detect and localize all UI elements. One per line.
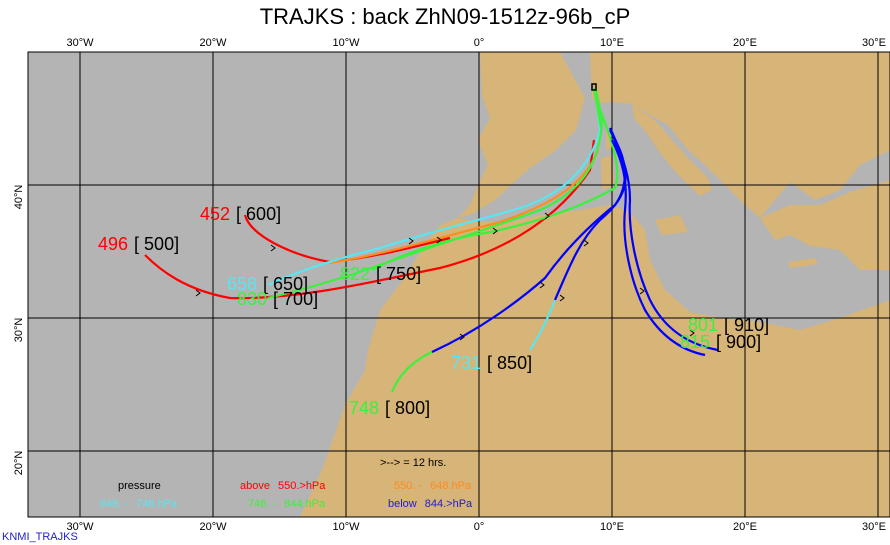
lon-labels-top: 30°W 20°W 10°W 0° 10°E 20°E 30°E: [66, 37, 886, 49]
lon-labels-bottom: 30°W 20°W 10°W 0° 10°E 20°E 30°E: [66, 521, 886, 533]
map-frame: [27, 51, 890, 518]
trajectory-label-700: 830 [ 700]: [237, 289, 318, 309]
legend-item-range: below: [388, 498, 417, 510]
trajectory-label-850: 731 [ 850]: [451, 353, 532, 373]
lon-label: 30°E: [862, 37, 886, 49]
trajectory-850-cyan: [529, 299, 557, 351]
arrival-level: [ 650]: [263, 274, 308, 294]
credit-label: KNMI_TRAJKS: [2, 531, 78, 543]
legend-item-unit: 648.hPa: [430, 480, 472, 492]
lon-label: 0°: [474, 521, 485, 533]
legend-item-range: 746. -: [248, 498, 276, 510]
lon-label: 20°E: [733, 37, 757, 49]
land-sardinia: [601, 155, 614, 190]
start-pressure: 822: [340, 264, 370, 284]
trajectory-label-650: 658 [ 650]: [227, 274, 308, 294]
legend-item-746-844: 746. - 844.hPa: [248, 498, 326, 510]
arrival-level: [ 850]: [487, 353, 532, 373]
legend-item-range: 648. -: [100, 498, 128, 510]
arrival-level: [ 600]: [236, 204, 281, 224]
start-pressure: 815: [680, 332, 710, 352]
land-africa: [300, 205, 890, 517]
trajectory-label-500: 496 [ 500]: [98, 234, 179, 254]
arrival-level: [ 700]: [273, 289, 318, 309]
lat-label: 40°N: [13, 185, 25, 210]
lon-label: 30°E: [862, 521, 886, 533]
lat-label: 30°N: [13, 318, 25, 343]
legend: pressure >--> = 12 hrs. above 550.>hPa 55…: [100, 457, 473, 510]
trajectory-labels: 496[ 500] 452[ 600] 658[ 650] 830[ 700] …: [98, 204, 769, 418]
legend-item-unit: 746.hPa: [136, 498, 178, 510]
arrival-level: [ 900]: [716, 332, 761, 352]
trajectory-600-b: [329, 149, 600, 265]
legend-item-above: above 550.>hPa: [240, 480, 326, 492]
trajectory-label-910: 801 [ 910]: [688, 315, 769, 335]
start-pressure: 748: [349, 398, 379, 418]
land-italy: [632, 104, 712, 196]
land-crete: [788, 258, 818, 268]
lon-label: 0°: [474, 37, 485, 49]
trajectory-700: [267, 89, 604, 300]
graticule: [28, 52, 890, 517]
trajectory-650: [267, 94, 602, 286]
arrival-level: [ 500]: [134, 234, 179, 254]
lon-label: 10°E: [600, 37, 624, 49]
land-sicily: [655, 215, 688, 235]
lon-label: 10°W: [332, 521, 360, 533]
map-title: TRAJKS : back ZhN09-1512z-96b_cP: [259, 4, 631, 29]
legend-item-below: below 844.>hPa: [388, 498, 473, 510]
lon-label: 20°E: [733, 521, 757, 533]
legend-item-550-648: 550. - 648.hPa: [394, 480, 472, 492]
legend-arrow-note: >--> = 12 hrs.: [380, 457, 446, 469]
legend-header: pressure: [118, 480, 161, 492]
arrival-level: [ 910]: [724, 315, 769, 335]
trajectory-label-600: 452 [ 600]: [200, 204, 281, 224]
legend-item-unit: 844.>hPa: [425, 498, 473, 510]
start-pressure: 658: [227, 274, 257, 294]
start-pressure: 496: [98, 234, 128, 254]
legend-item-unit: 844.hPa: [284, 498, 326, 510]
lon-label: 10°W: [332, 37, 360, 49]
legend-item-range: above: [240, 480, 270, 492]
lat-labels: 20°N 30°N 40°N: [13, 185, 25, 476]
trajectory-label-800: 748 [ 800]: [349, 398, 430, 418]
land-europe: [590, 52, 890, 218]
arrival-level: [ 750]: [376, 264, 421, 284]
lat-label: 20°N: [13, 451, 25, 476]
time-markers: [195, 212, 695, 341]
lon-label: 20°W: [199, 37, 227, 49]
lon-label: 30°W: [66, 521, 94, 533]
start-pressure: 801: [688, 315, 718, 335]
lon-label: 10°E: [600, 521, 624, 533]
arrival-level: [ 800]: [385, 398, 430, 418]
legend-item-648-746: 648. - 746.hPa: [100, 498, 178, 510]
lon-label: 20°W: [199, 521, 227, 533]
trajectory-label-900: 815 [ 900]: [680, 332, 761, 352]
land-greece-turkey: [760, 180, 890, 270]
trajectory-cluster: [592, 87, 603, 129]
trajectory-label-750: 822 [ 750]: [340, 264, 421, 284]
start-pressure: 731: [451, 353, 481, 373]
legend-item-range: 550. -: [394, 480, 422, 492]
trajectory-800-green: [390, 351, 433, 393]
lon-label: 30°W: [66, 37, 94, 49]
start-pressure: 452: [200, 204, 230, 224]
legend-item-unit: 550.>hPa: [278, 480, 326, 492]
start-pressure: 830: [237, 289, 267, 309]
trajectory-cluster-b: [591, 83, 597, 91]
land-iberia: [458, 52, 585, 218]
trajectory-900: [611, 139, 706, 357]
trajectory-910: [609, 129, 719, 352]
